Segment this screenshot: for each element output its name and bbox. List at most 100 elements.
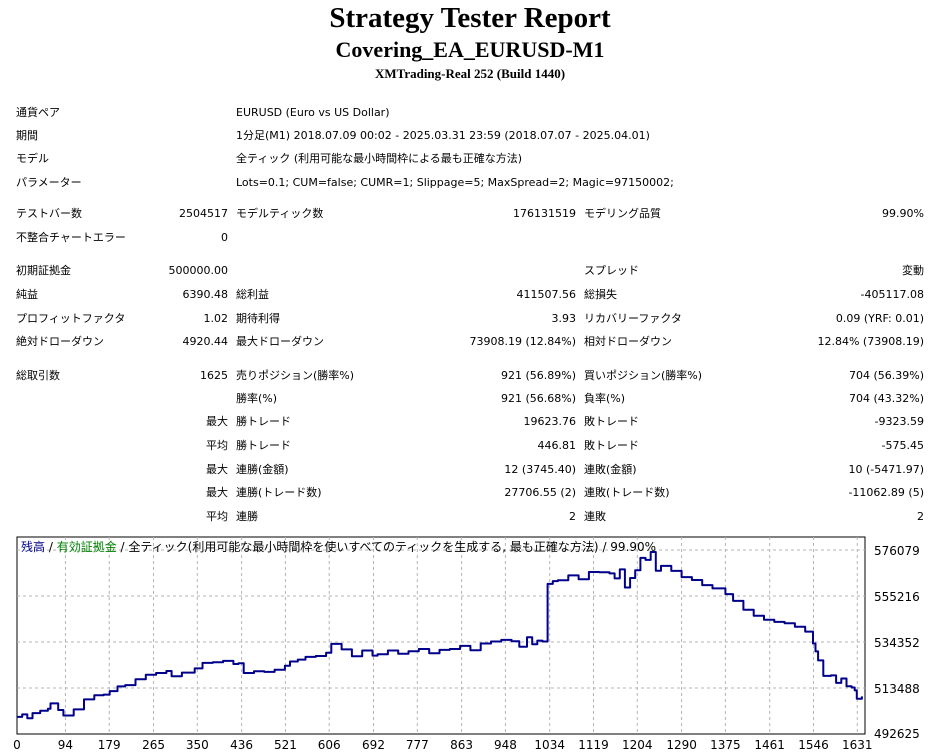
net-profit-value: 6390.48 xyxy=(182,288,229,301)
initial-deposit-label: 初期証拠金 xyxy=(16,264,71,277)
x-tick-label: 1546 xyxy=(798,738,829,752)
initial-deposit-value: 500000.00 xyxy=(168,264,229,277)
average-loss-label: 敗トレード xyxy=(584,439,639,452)
average-win-label: 勝トレード xyxy=(236,439,291,452)
consecutive-wins-money-label: 連勝(金額) xyxy=(236,463,289,476)
maximal-prefix-count: 最大 xyxy=(206,486,228,499)
x-tick-label: 1119 xyxy=(578,738,609,752)
balance-chart: 576079 555216 534352 513488 492625 0 94 179 265… xyxy=(13,536,920,752)
x-tick-label: 0 xyxy=(13,738,21,752)
average-prefix: 平均 xyxy=(206,439,228,452)
consecutive-wins-count-value: 27706.55 (2) xyxy=(504,486,576,499)
mismatch-errors-label: 不整合チャートエラー xyxy=(16,231,126,244)
legend-sep-1: / xyxy=(45,540,57,554)
y-tick-label: 513488 xyxy=(874,682,920,696)
average-win-value: 446.81 xyxy=(537,439,577,452)
total-trades-label: 総取引数 xyxy=(16,369,60,382)
x-tick-label: 1204 xyxy=(622,738,653,752)
short-positions-label: 売りポジション(勝率%) xyxy=(236,369,355,382)
settings-value-model: 全ティック (利用可能な最小時間枠による最も正確な方法) xyxy=(236,152,523,165)
profit-factor-value: 1.02 xyxy=(203,312,229,325)
modeling-quality-value: 99.90% xyxy=(882,207,924,220)
x-tick-label: 436 xyxy=(230,738,253,752)
gross-profit-value: 411507.56 xyxy=(516,288,577,301)
x-tick-label: 265 xyxy=(142,738,165,752)
x-tick-label: 521 xyxy=(274,738,297,752)
x-tick-label: 350 xyxy=(186,738,209,752)
report-server: XMTrading-Real 252 (Build 1440) xyxy=(374,66,566,81)
settings-label-period: 期間 xyxy=(16,129,38,142)
spread-label: スプレッド xyxy=(584,264,639,277)
gross-loss-label: 総損失 xyxy=(584,288,617,301)
profit-factor-label: プロフィットファクタ xyxy=(16,312,126,325)
y-tick-label: 534352 xyxy=(874,636,920,650)
largest-win-label: 勝トレード xyxy=(236,415,291,428)
y-tick-label: 576079 xyxy=(874,544,920,558)
x-tick-label: 179 xyxy=(98,738,121,752)
profit-trades-label: 勝率(%) xyxy=(236,392,278,405)
settings-label-symbol: 通貨ペア xyxy=(16,106,60,119)
maximal-drawdown-value: 73908.19 (12.84%) xyxy=(469,335,576,348)
report-subtitle: Covering_EA_EURUSD-M1 xyxy=(335,37,605,62)
short-positions-value: 921 (56.89%) xyxy=(500,369,576,382)
consecutive-wins-count-label: 連勝(トレード数) xyxy=(236,486,322,499)
legend-quality: 99.90% xyxy=(610,540,656,554)
long-positions-value: 704 (56.39%) xyxy=(848,369,924,382)
legend-sep-2: / xyxy=(117,540,129,554)
consecutive-losses-money-value: 10 (-5471.97) xyxy=(848,463,924,476)
maximal-drawdown-label: 最大ドローダウン xyxy=(236,335,324,348)
x-tick-label: 692 xyxy=(362,738,385,752)
largest-loss-value: -9323.59 xyxy=(874,415,924,428)
test-bars-value: 2504517 xyxy=(179,207,228,220)
recovery-factor-value: 0.09 (YRF: 0.01) xyxy=(835,312,924,325)
spread-value: 変動 xyxy=(902,264,924,277)
average-consecutive-losses-value: 2 xyxy=(917,510,924,523)
mismatch-errors-value: 0 xyxy=(221,231,228,244)
average-prefix-consecutive: 平均 xyxy=(206,510,228,523)
consecutive-losses-money-label: 連敗(金額) xyxy=(584,463,637,476)
largest-win-value: 19623.76 xyxy=(523,415,577,428)
absolute-drawdown-value: 4920.44 xyxy=(182,335,229,348)
balance-series-line xyxy=(17,551,863,720)
loss-trades-value: 704 (43.32%) xyxy=(848,392,924,405)
legend-model: 全ティック(利用可能な最小時間枠を使いすべてのティックを生成する, 最も正確な方… xyxy=(128,539,598,554)
report-title: Strategy Tester Report xyxy=(329,2,611,34)
x-tick-label: 94 xyxy=(58,738,73,752)
long-positions-label: 買いポジション(勝率%) xyxy=(584,369,703,382)
modeling-quality-label: モデリング品質 xyxy=(584,207,661,220)
settings-label-params: パラメーター xyxy=(16,176,82,189)
largest-loss-label: 敗トレード xyxy=(584,415,639,428)
average-loss-value: -575.45 xyxy=(881,439,924,452)
x-tick-label: 863 xyxy=(450,738,473,752)
x-tick-label: 1290 xyxy=(666,738,697,752)
settings-label-model: モデル xyxy=(16,152,49,165)
chart-x-ticks: 0 94 179 265 350 436 521 606 692 777 863 948 1034 111… xyxy=(13,738,872,752)
x-tick-label: 777 xyxy=(406,738,429,752)
legend-balance: 残高 xyxy=(21,539,45,554)
model-ticks-value: 176131519 xyxy=(513,207,576,220)
x-tick-label: 1461 xyxy=(754,738,785,752)
y-tick-label: 492625 xyxy=(874,727,920,741)
x-tick-label: 1375 xyxy=(710,738,741,752)
largest-prefix: 最大 xyxy=(206,415,228,428)
x-tick-label: 948 xyxy=(494,738,517,752)
x-tick-label: 1034 xyxy=(534,738,565,752)
absolute-drawdown-label: 絶対ドローダウン xyxy=(16,335,104,348)
legend-sep-3: / xyxy=(599,540,611,554)
settings-value-period: 1分足(M1) 2018.07.09 00:02 - 2025.03.31 23… xyxy=(236,129,650,142)
average-consecutive-losses-label: 連敗 xyxy=(584,510,606,523)
y-tick-label: 555216 xyxy=(874,590,920,604)
loss-trades-label: 負率(%) xyxy=(584,392,626,405)
profit-trades-value: 921 (56.68%) xyxy=(500,392,576,405)
consecutive-losses-count-label: 連敗(トレード数) xyxy=(584,486,670,499)
chart-legend: 残高 / 有効証拠金 / 全ティック(利用可能な最小時間枠を使いすべてのティック… xyxy=(21,539,656,554)
gross-profit-label: 総利益 xyxy=(236,288,269,301)
relative-drawdown-label: 相対ドローダウン xyxy=(584,335,672,348)
x-tick-label: 606 xyxy=(318,738,341,752)
recovery-factor-label: リカバリーファクタ xyxy=(584,312,682,325)
chart-frame xyxy=(16,536,866,735)
test-bars-label: テストバー数 xyxy=(16,207,82,220)
x-tick-label: 1631 xyxy=(842,738,873,752)
net-profit-label: 純益 xyxy=(16,288,38,301)
expected-payoff-label: 期待利得 xyxy=(236,312,280,325)
